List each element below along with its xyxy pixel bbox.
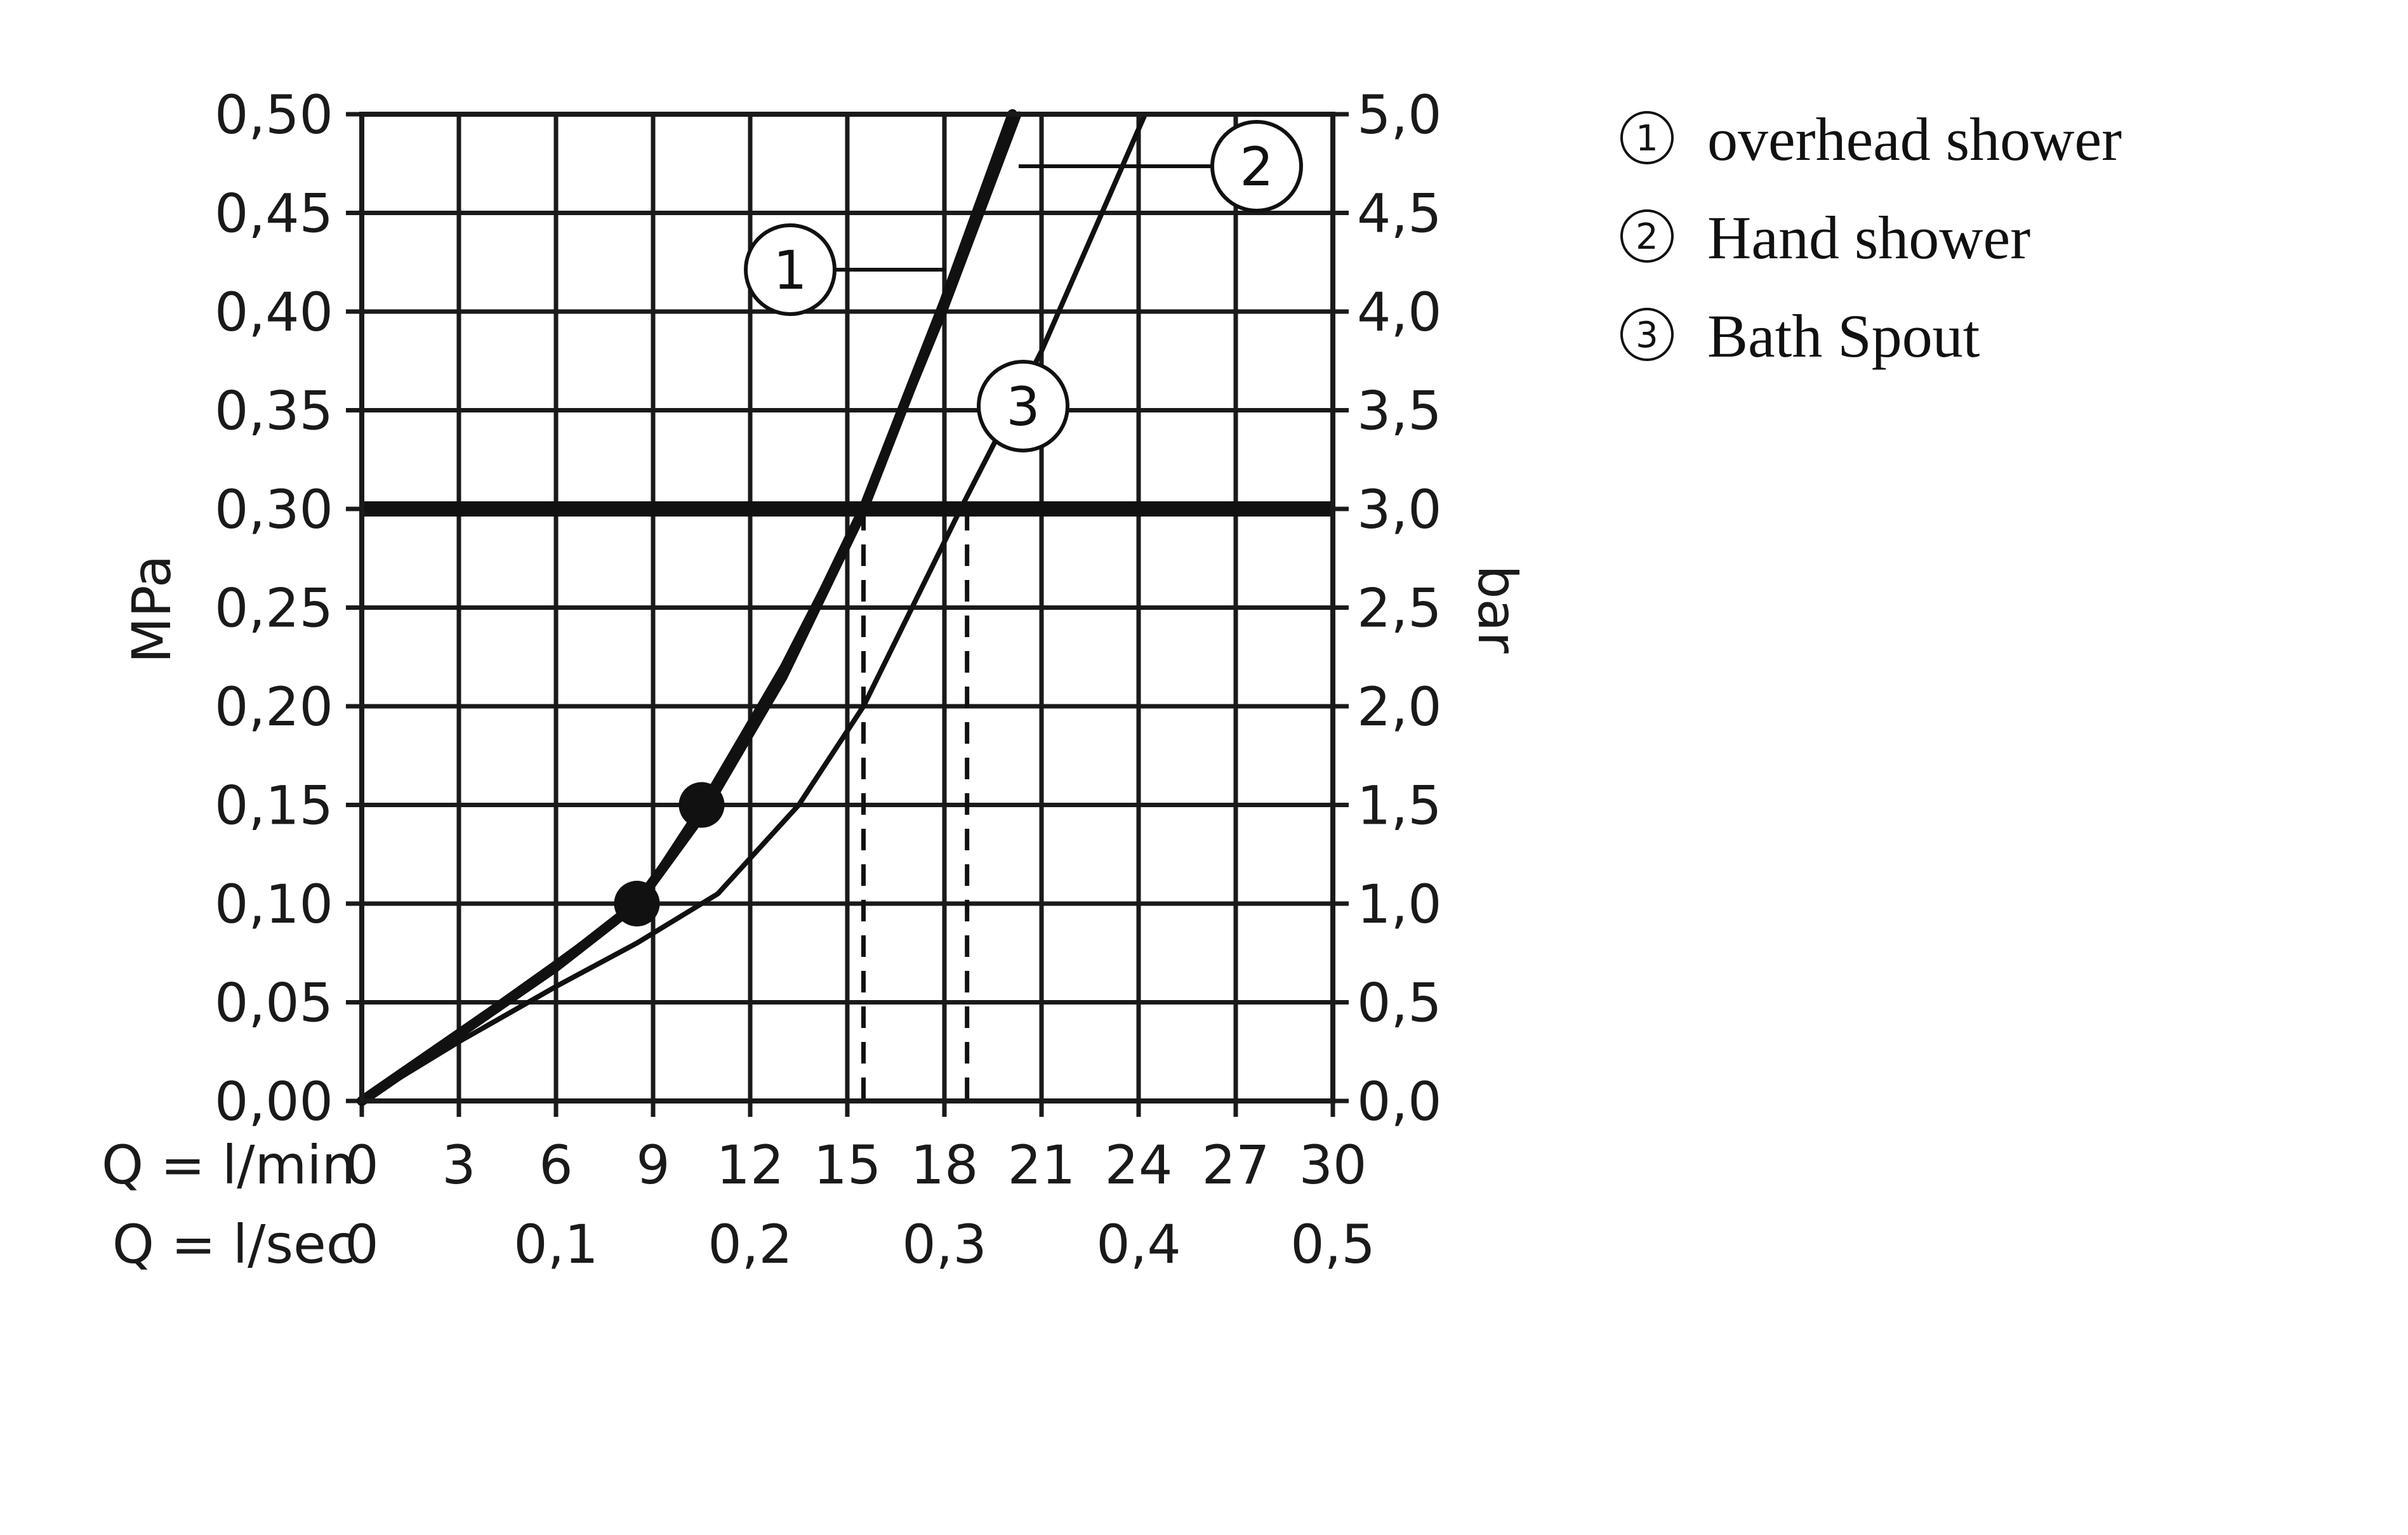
- marker-number-3: 3: [1006, 376, 1040, 438]
- x2-tick-label: 0,5: [1290, 1213, 1375, 1275]
- legend-number-circle: [1620, 308, 1674, 361]
- y-tick-labels: 0,00 0,05 0,10 0,15 0,20 0,25 0,30 0,35 0,40 0,45…: [215, 84, 333, 1133]
- legend-number: 2: [1636, 216, 1658, 258]
- legend-number: 1: [1636, 118, 1658, 159]
- legend-number-circle: [1620, 209, 1674, 263]
- legend-label: overhead shower: [1707, 105, 2122, 173]
- x-axis-label: Q = l/min: [102, 1134, 355, 1196]
- plot-border: [359, 112, 1335, 1103]
- y-tick-label: 0,00: [215, 1071, 333, 1133]
- x-tick-label: 24: [1105, 1134, 1173, 1196]
- y-tick-label: 0,20: [215, 676, 333, 738]
- y2-tick-label: 1,5: [1357, 775, 1442, 837]
- marker-circle-3: [977, 360, 1069, 452]
- legend-number: 3: [1636, 315, 1658, 356]
- y2-tick-label: 4,0: [1357, 281, 1442, 343]
- y2-tick-label: 4,5: [1357, 183, 1442, 245]
- marker-number-2: 2: [1240, 136, 1273, 198]
- y-tick-label: 0,15: [215, 775, 333, 837]
- y-tick-label: 0,50: [215, 84, 333, 146]
- x2-tick-label: 0,1: [513, 1213, 599, 1275]
- y2-tick-label: 1,0: [1357, 873, 1442, 935]
- x2-tick-label: 0,3: [902, 1213, 987, 1275]
- y2-tick-label: 2,5: [1357, 577, 1442, 640]
- marker-circle-1: [744, 223, 837, 316]
- y2-tick-label: 3,5: [1357, 380, 1442, 442]
- y-tick-label: 0,35: [215, 380, 333, 442]
- x-tick-label: 27: [1202, 1134, 1270, 1196]
- x-tick-label: 3: [442, 1134, 475, 1196]
- x-tick-label: 21: [1008, 1134, 1076, 1196]
- legend-number-circle: [1620, 111, 1674, 164]
- marker-circle-2: [1210, 120, 1303, 213]
- y-tick-label: 0,10: [215, 873, 333, 935]
- legend-label: Bath Spout: [1707, 302, 1980, 370]
- x2-tick-label: 0: [345, 1213, 378, 1275]
- x-tick-label: 15: [814, 1134, 882, 1196]
- y2-tick-label: 0,0: [1357, 1071, 1442, 1133]
- x-tick-label: 12: [717, 1134, 784, 1196]
- x2-tick-label: 0,2: [708, 1213, 793, 1275]
- y-tick-label: 0,45: [215, 183, 333, 245]
- x-tick-label: 6: [539, 1134, 572, 1196]
- y-tick-label: 0,30: [215, 478, 333, 541]
- operating-point-2: [614, 881, 660, 926]
- operating-point-1: [678, 782, 725, 828]
- x-tick-labels: 0 3 6 9 12 15 18 21 24 27 30: [345, 1134, 1366, 1196]
- drop-lines: [861, 509, 970, 1101]
- x2-tick-labels: 0 0,1 0,2 0,3 0,4 0,5: [345, 1213, 1375, 1275]
- x2-axis-label: Q = l/sec: [112, 1213, 355, 1275]
- y2-tick-label: 3,0: [1357, 478, 1442, 541]
- curve-markers: 1 2 3: [744, 120, 1303, 452]
- y-tick-label: 0,25: [215, 577, 333, 640]
- y-tick-label: 0,05: [215, 972, 333, 1034]
- marker-number-1: 1: [773, 239, 807, 301]
- legend-label: Hand shower: [1707, 204, 2030, 272]
- y2-tick-label: 2,0: [1357, 676, 1442, 738]
- y-axis-label: MPa: [121, 555, 183, 664]
- operating-points: [614, 782, 725, 926]
- grid: [346, 112, 1349, 1117]
- y2-axis-label: bar: [1466, 565, 1528, 654]
- legend: 1 overhead shower 2 Hand shower 3 Bath Spout: [1620, 105, 2122, 370]
- x-tick-label: 9: [636, 1134, 670, 1196]
- plot-frame: [359, 112, 1335, 1103]
- y2-tick-label: 0,5: [1357, 972, 1442, 1034]
- x-tick-label: 18: [911, 1134, 979, 1196]
- x-tick-label: 0: [345, 1134, 378, 1196]
- y2-tick-labels: 0,0 0,5 1,0 1,5 2,0 2,5 3,0 3,5 4,0 4,5 5,0: [1357, 84, 1442, 1133]
- x-tick-label: 30: [1299, 1134, 1367, 1196]
- y2-tick-label: 5,0: [1357, 84, 1442, 146]
- x2-tick-label: 0,4: [1096, 1213, 1181, 1275]
- y-tick-label: 0,40: [215, 281, 333, 343]
